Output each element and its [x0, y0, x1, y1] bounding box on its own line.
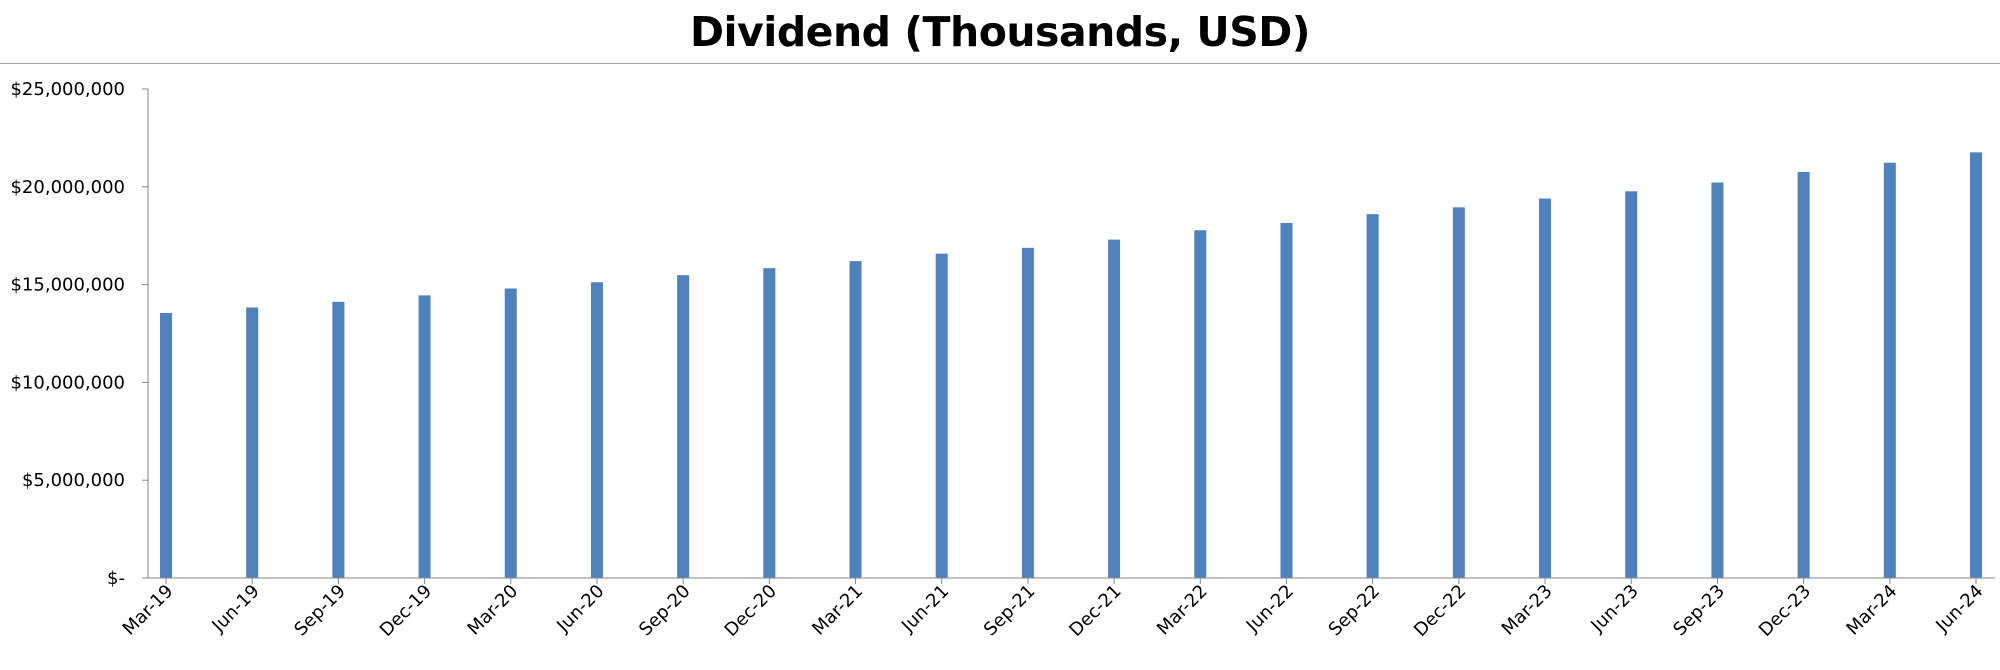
- bar: [332, 301, 345, 578]
- x-tick-label: Sep-19: [290, 581, 350, 641]
- bar: [1970, 152, 1982, 579]
- x-tick-label: Jun-20: [552, 581, 608, 637]
- bar: [1194, 230, 1207, 578]
- x-tick-label: Sep-21: [980, 581, 1040, 641]
- x-tick-label: Mar-24: [1843, 581, 1902, 640]
- bar: [1108, 239, 1121, 578]
- bar: [849, 261, 862, 578]
- x-tick-label: Mar-20: [463, 581, 522, 640]
- x-tick-label: Jun-23: [1587, 581, 1643, 637]
- y-tick-label: $25,000,000: [10, 79, 125, 100]
- bar: [1021, 247, 1034, 578]
- x-tick-label: Sep-22: [1325, 581, 1385, 641]
- x-tick-label: Jun-21: [897, 581, 953, 637]
- bar: [1883, 162, 1896, 578]
- bar: [1539, 198, 1552, 578]
- x-tick-label: Jun-19: [207, 581, 263, 637]
- y-tick-label: $15,000,000: [10, 275, 125, 296]
- bar: [935, 253, 948, 579]
- x-axis: Mar-19 Jun-19 Sep-19 Dec-19 Mar-20 Jun-20 Sep-…: [119, 577, 1995, 641]
- x-tick-label: Jun-22: [1242, 581, 1298, 637]
- x-tick-label: Mar-23: [1498, 581, 1557, 640]
- x-tick-label: Sep-20: [635, 581, 695, 641]
- x-tick-label: Jun-24: [1931, 581, 1987, 637]
- x-tick-label: Dec-21: [1065, 581, 1125, 641]
- x-tick-label: Dec-20: [721, 581, 781, 641]
- y-tick-label: $10,000,000: [10, 372, 125, 393]
- y-tick-label: $20,000,000: [10, 177, 125, 198]
- y-tick-label: $-: [107, 568, 125, 589]
- x-tick-label: Mar-21: [808, 581, 867, 640]
- bar: [590, 282, 603, 578]
- x-tick-label: Dec-22: [1410, 581, 1470, 641]
- bars: [160, 152, 1982, 579]
- bar: [1711, 182, 1724, 578]
- title-divider: [0, 63, 2000, 64]
- bar: [1280, 222, 1293, 578]
- y-tick-label: $5,000,000: [22, 470, 125, 491]
- chart-title: Dividend (Thousands, USD): [689, 8, 1311, 56]
- bar: [1452, 207, 1465, 578]
- x-tick-label: Sep-23: [1669, 581, 1729, 641]
- x-tick-label: Mar-22: [1153, 581, 1212, 640]
- bar: [1797, 171, 1810, 579]
- bar: [1366, 214, 1379, 578]
- x-tick-label: Mar-19: [119, 581, 178, 640]
- bar: [1625, 191, 1638, 578]
- bar: [418, 295, 431, 578]
- x-tick-label: Dec-19: [376, 581, 436, 641]
- bar: [160, 312, 172, 578]
- bar: [504, 288, 517, 578]
- bar: [677, 275, 690, 578]
- bar: [246, 307, 259, 578]
- bar: [763, 268, 776, 578]
- x-tick-label: Dec-23: [1755, 581, 1815, 641]
- y-axis: $- $5,000,000 $10,000,000 $15,000,000 $20,00…: [10, 79, 149, 589]
